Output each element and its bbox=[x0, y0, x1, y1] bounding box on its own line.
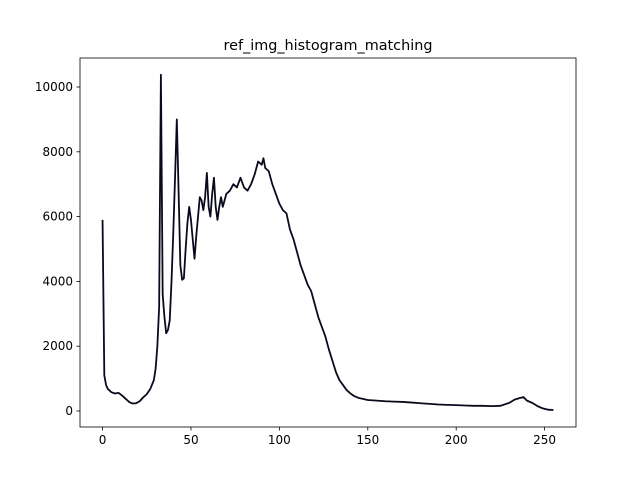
y-tick-label: 4000 bbox=[42, 274, 73, 288]
x-tick-label: 250 bbox=[533, 433, 556, 447]
y-tick-label: 2000 bbox=[42, 339, 73, 353]
y-tick-label: 8000 bbox=[42, 145, 73, 159]
x-tick-label: 100 bbox=[268, 433, 291, 447]
x-tick-label: 50 bbox=[183, 433, 198, 447]
y-tick-label: 10000 bbox=[35, 80, 73, 94]
x-tick-label: 0 bbox=[99, 433, 107, 447]
x-tick-label: 150 bbox=[356, 433, 379, 447]
x-tick-label: 200 bbox=[445, 433, 468, 447]
y-tick-label: 6000 bbox=[42, 210, 73, 224]
data-line bbox=[101, 73, 554, 411]
plot-frame bbox=[79, 57, 577, 428]
y-tick-label: 0 bbox=[65, 404, 73, 418]
chart-title: ref_img_histogram_matching bbox=[224, 38, 433, 54]
